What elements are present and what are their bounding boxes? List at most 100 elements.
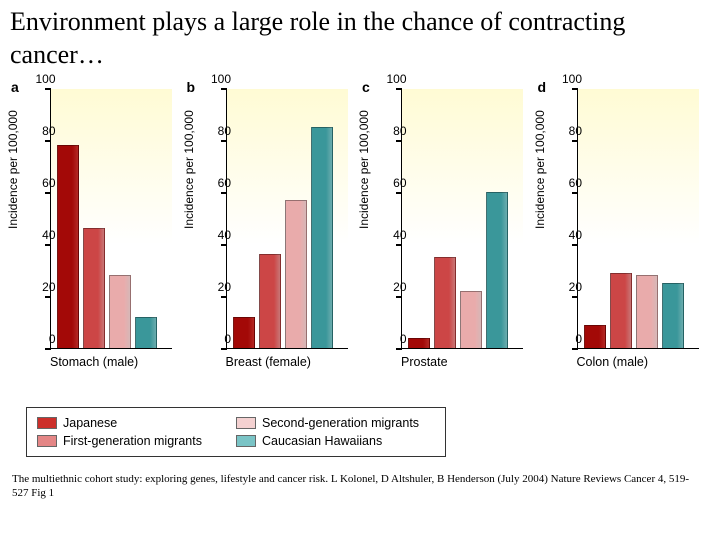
ytick-label: 20 xyxy=(377,281,407,293)
legend-swatch xyxy=(236,435,256,447)
panel-letter: c xyxy=(362,79,370,95)
ytick-label: 60 xyxy=(552,177,582,189)
bar-hawaiian xyxy=(486,192,508,348)
bar-first_gen xyxy=(83,228,105,348)
ytick xyxy=(221,348,227,350)
legend-swatch xyxy=(37,417,57,429)
chart-panel-d: d Incidence per 100,000 Colon (male) 0 20… xyxy=(535,79,711,389)
ytick-label: 60 xyxy=(377,177,407,189)
ytick-label: 100 xyxy=(552,73,582,85)
panel-xaxis-title: Breast (female) xyxy=(226,355,348,369)
bar-hawaiian xyxy=(135,317,157,348)
ytick-label: 80 xyxy=(552,125,582,137)
bar-first_gen xyxy=(434,257,456,348)
ytick xyxy=(221,140,227,142)
chart-panel-c: c Incidence per 100,000 Prostate 0 20 40 60… xyxy=(359,79,535,389)
ytick xyxy=(396,88,402,90)
ytick-label: 20 xyxy=(201,281,231,293)
ytick xyxy=(572,348,578,350)
ytick xyxy=(572,192,578,194)
panel-letter: b xyxy=(187,79,196,95)
ytick xyxy=(572,296,578,298)
legend-swatch xyxy=(236,417,256,429)
panel-letter: d xyxy=(538,79,547,95)
ytick-label: 0 xyxy=(201,333,231,345)
ytick-label: 0 xyxy=(26,333,56,345)
ytick xyxy=(396,192,402,194)
legend-item-japanese: Japanese xyxy=(37,414,236,432)
bar-first_gen xyxy=(610,273,632,348)
bar-japanese xyxy=(584,325,606,348)
bar-second_gen xyxy=(460,291,482,348)
ytick xyxy=(396,348,402,350)
page-title: Environment plays a large role in the ch… xyxy=(0,0,720,75)
ytick xyxy=(45,296,51,298)
ytick-label: 80 xyxy=(201,125,231,137)
legend-label: Second-generation migrants xyxy=(262,416,419,430)
chart-panel-b: b Incidence per 100,000 Breast (female) … xyxy=(184,79,360,389)
bar-japanese xyxy=(408,338,430,348)
ytick-label: 20 xyxy=(26,281,56,293)
ytick xyxy=(396,296,402,298)
plot-area xyxy=(401,89,523,349)
plot-area xyxy=(50,89,172,349)
ytick-label: 40 xyxy=(26,229,56,241)
ytick-label: 100 xyxy=(201,73,231,85)
ytick-label: 100 xyxy=(377,73,407,85)
ytick-label: 60 xyxy=(26,177,56,189)
ytick xyxy=(396,140,402,142)
ytick-label: 80 xyxy=(26,125,56,137)
yaxis-label: Incidence per 100,000 xyxy=(357,110,371,229)
panel-xaxis-title: Stomach (male) xyxy=(50,355,172,369)
ytick xyxy=(221,244,227,246)
ytick-label: 40 xyxy=(552,229,582,241)
legend-label: Japanese xyxy=(63,416,117,430)
bar-japanese xyxy=(233,317,255,348)
ytick-label: 20 xyxy=(552,281,582,293)
legend-label: First-generation migrants xyxy=(63,434,202,448)
bar-second_gen xyxy=(636,275,658,348)
legend-swatch xyxy=(37,435,57,447)
ytick-label: 0 xyxy=(377,333,407,345)
plot-area xyxy=(577,89,699,349)
chart-panels-row: a Incidence per 100,000 Stomach (male) 0… xyxy=(0,75,720,389)
ytick-label: 40 xyxy=(377,229,407,241)
legend: Japanese Second-generation migrants First-… xyxy=(26,407,446,457)
ytick-label: 60 xyxy=(201,177,231,189)
ytick xyxy=(572,140,578,142)
bar-japanese xyxy=(57,145,79,348)
ytick-label: 0 xyxy=(552,333,582,345)
plot-area xyxy=(226,89,348,349)
ytick-label: 40 xyxy=(201,229,231,241)
ytick xyxy=(221,192,227,194)
ytick xyxy=(396,244,402,246)
ytick xyxy=(45,348,51,350)
panel-letter: a xyxy=(11,79,19,95)
legend-item-second_gen: Second-generation migrants xyxy=(236,414,435,432)
legend-item-first_gen: First-generation migrants xyxy=(37,432,236,450)
yaxis-label: Incidence per 100,000 xyxy=(6,110,20,229)
legend-item-hawaiian: Caucasian Hawaiians xyxy=(236,432,435,450)
ytick xyxy=(572,244,578,246)
ytick-label: 100 xyxy=(26,73,56,85)
ytick xyxy=(572,88,578,90)
ytick-label: 80 xyxy=(377,125,407,137)
bar-first_gen xyxy=(259,254,281,348)
chart-panel-a: a Incidence per 100,000 Stomach (male) 0… xyxy=(8,79,184,389)
ytick xyxy=(45,244,51,246)
ytick xyxy=(45,192,51,194)
panel-xaxis-title: Prostate xyxy=(401,355,523,369)
ytick xyxy=(45,140,51,142)
yaxis-label: Incidence per 100,000 xyxy=(533,110,547,229)
citation: The multiethnic cohort study: exploring … xyxy=(0,457,720,501)
bar-hawaiian xyxy=(311,127,333,348)
legend-label: Caucasian Hawaiians xyxy=(262,434,382,448)
ytick xyxy=(221,296,227,298)
yaxis-label: Incidence per 100,000 xyxy=(182,110,196,229)
bar-second_gen xyxy=(285,200,307,348)
ytick xyxy=(221,88,227,90)
panel-xaxis-title: Colon (male) xyxy=(577,355,699,369)
ytick xyxy=(45,88,51,90)
bar-hawaiian xyxy=(662,283,684,348)
bar-second_gen xyxy=(109,275,131,348)
